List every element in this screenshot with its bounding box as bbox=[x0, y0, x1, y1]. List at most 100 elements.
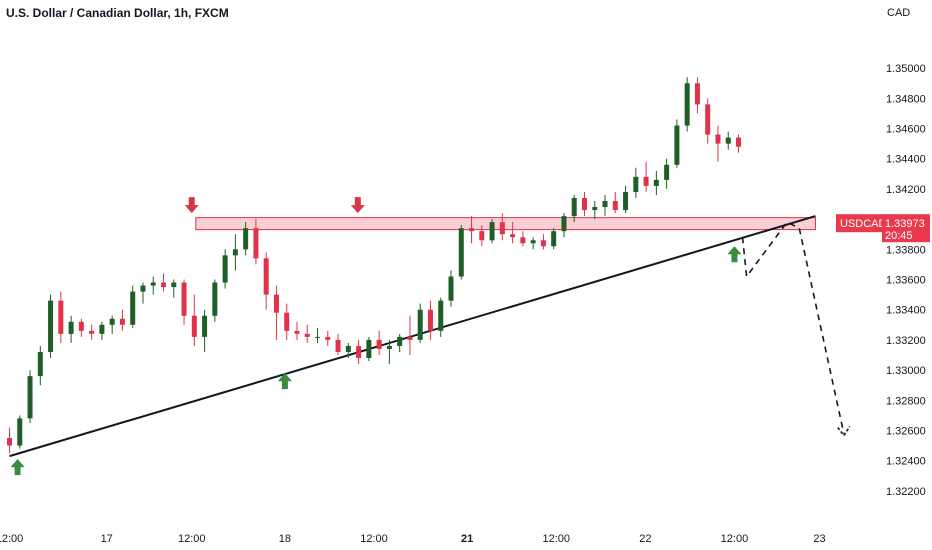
symbol-badge-text: USDCAD bbox=[840, 218, 887, 230]
candle-body bbox=[130, 291, 136, 325]
x-tick-label: 21 bbox=[461, 533, 473, 545]
candle-body bbox=[335, 339, 341, 352]
y-tick-label: 1.34600 bbox=[886, 124, 926, 136]
candle-body bbox=[653, 179, 659, 186]
candle-body bbox=[161, 282, 167, 288]
candle-body bbox=[427, 309, 433, 331]
countdown-badge-text: 20:45 bbox=[885, 230, 913, 242]
down-arrow-icon bbox=[184, 197, 199, 214]
candle-body bbox=[561, 216, 567, 232]
trendline bbox=[9, 215, 816, 458]
y-tick-label: 1.35000 bbox=[886, 63, 926, 75]
candle-body bbox=[366, 339, 372, 359]
candle-body bbox=[181, 282, 187, 316]
x-tick-label: 12:00 bbox=[542, 533, 570, 545]
projection-polyline bbox=[741, 221, 845, 434]
x-tick-label: 12:00 bbox=[721, 533, 749, 545]
y-tick-label: 1.33200 bbox=[886, 335, 926, 347]
resistance-zone bbox=[195, 217, 816, 231]
candle-body bbox=[243, 228, 249, 250]
y-tick-label: 1.32600 bbox=[886, 425, 926, 437]
candle-body bbox=[540, 240, 546, 247]
candle-body bbox=[397, 336, 403, 346]
candle-body bbox=[304, 333, 310, 337]
signal-arrows bbox=[10, 197, 742, 476]
trendline-line bbox=[9, 215, 816, 458]
y-tick-label: 1.32200 bbox=[886, 486, 926, 498]
y-tick-label: 1.32800 bbox=[886, 395, 926, 407]
projection-arrowhead bbox=[837, 426, 851, 437]
candle-body bbox=[664, 164, 670, 180]
candle-body bbox=[736, 137, 741, 147]
y-tick-label: 1.33400 bbox=[886, 305, 926, 317]
candle-body bbox=[376, 339, 382, 349]
candle-body bbox=[48, 300, 54, 352]
candle-body bbox=[612, 201, 618, 211]
candle-body bbox=[78, 321, 84, 331]
candle-body bbox=[253, 228, 259, 259]
candle-body bbox=[458, 228, 464, 277]
candle-body bbox=[232, 249, 238, 256]
y-tick-label: 1.34200 bbox=[886, 184, 926, 196]
candle-body bbox=[520, 237, 526, 244]
candle-body bbox=[623, 191, 629, 211]
candle-body bbox=[212, 282, 218, 316]
candle-body bbox=[150, 282, 156, 286]
candle-body bbox=[99, 324, 105, 334]
candle-body bbox=[499, 222, 505, 235]
x-tick-label: 12:00 bbox=[178, 533, 206, 545]
candle-body bbox=[325, 336, 331, 340]
symbol-badge-bg bbox=[836, 214, 882, 233]
candle-body bbox=[58, 300, 64, 334]
candle-body bbox=[345, 345, 351, 352]
candle-body bbox=[715, 134, 721, 144]
candle-body bbox=[530, 240, 536, 244]
candle-body bbox=[592, 207, 598, 211]
down-arrow-icon bbox=[350, 197, 365, 214]
y-tick-label: 1.33600 bbox=[886, 275, 926, 287]
candle-body bbox=[109, 318, 115, 325]
y-tick-label: 1.34800 bbox=[886, 93, 926, 105]
up-arrow-icon bbox=[10, 459, 25, 476]
candle-body bbox=[315, 336, 321, 338]
candle-body bbox=[469, 228, 475, 232]
candle-body bbox=[633, 176, 639, 192]
projection-path bbox=[741, 221, 851, 437]
price-badge-text: 1.33973 bbox=[885, 218, 925, 230]
candle-body bbox=[479, 231, 485, 241]
candle-body bbox=[448, 276, 454, 301]
candle-body bbox=[417, 309, 423, 340]
candle-body bbox=[263, 258, 269, 295]
candle-body bbox=[407, 336, 413, 340]
candle-body bbox=[202, 315, 208, 337]
x-tick-label: 18 bbox=[279, 533, 291, 545]
candle-body bbox=[140, 285, 146, 292]
x-tick-label: 17 bbox=[101, 533, 113, 545]
candle-body bbox=[68, 321, 74, 334]
candle-body bbox=[17, 418, 23, 446]
candle-body bbox=[510, 234, 516, 238]
candle-body bbox=[694, 83, 700, 105]
x-tick-label: 12:00 bbox=[360, 533, 388, 545]
candle-body bbox=[171, 282, 177, 288]
y-axis-unit: CAD bbox=[887, 7, 910, 19]
candle-body bbox=[386, 345, 392, 349]
candle-body bbox=[581, 197, 587, 211]
price-badge-bg bbox=[882, 214, 930, 243]
candle-body bbox=[191, 315, 197, 337]
candle-body bbox=[684, 83, 690, 126]
candle-body bbox=[89, 330, 95, 334]
y-tick-label: 1.32400 bbox=[886, 456, 926, 468]
candle-body bbox=[643, 176, 649, 186]
x-tick-label: 23 bbox=[813, 533, 825, 545]
candle-body bbox=[284, 312, 290, 331]
candle-body bbox=[674, 125, 680, 165]
candle-body bbox=[119, 318, 125, 325]
x-axis: 12:00 17 12:00 18 12:00 21 12:00 22 12:00 23 bbox=[0, 533, 826, 545]
candle-body bbox=[725, 137, 731, 144]
candles bbox=[7, 77, 741, 454]
candle-body bbox=[356, 345, 362, 359]
candle-body bbox=[7, 438, 12, 446]
